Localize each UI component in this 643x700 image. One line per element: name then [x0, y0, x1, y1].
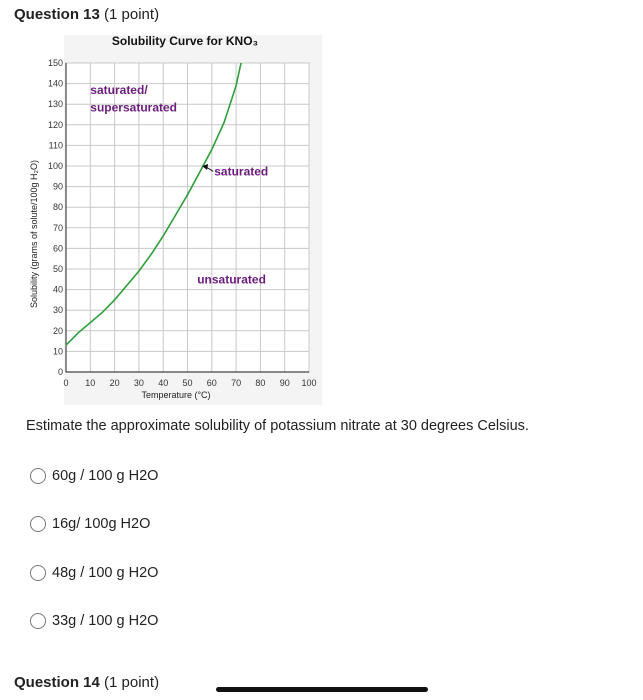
y-tick-label: 100: [48, 161, 63, 171]
chart-annotations: saturated/supersaturated saturated unsatur…: [90, 83, 268, 287]
y-tick-label: 120: [48, 120, 63, 130]
y-tick-label: 140: [48, 79, 63, 89]
x-tick-label: 0: [63, 378, 68, 388]
question-13-points: (1 point): [104, 6, 160, 23]
x-tick-label: 40: [158, 378, 168, 388]
y-tick-label: 50: [53, 264, 63, 274]
x-tick-label: 50: [182, 378, 192, 388]
x-tick-label: 20: [110, 378, 120, 388]
x-tick-label: 80: [255, 378, 265, 388]
x-tick-label: 30: [134, 378, 144, 388]
y-tick-label: 110: [49, 140, 63, 150]
question-prompt: Estimate the approximate solubility of p…: [26, 418, 529, 434]
y-tick-label: 70: [53, 223, 63, 233]
x-axis-label: Temperature (°C): [141, 390, 210, 400]
y-tick-label: 20: [53, 326, 63, 336]
solubility-chart: Solubility Curve for KNO₃ 0 10 20 30 40 50 60 7…: [29, 34, 322, 405]
x-tick-label: 70: [231, 378, 241, 388]
chart-series: [65, 62, 242, 346]
question-14-header: Question 14 (1 point): [14, 674, 159, 691]
question-13-header: Question 13 (1 point): [14, 6, 159, 23]
option-label: 48g / 100 g H2O: [52, 565, 159, 581]
scrollbar[interactable]: [216, 687, 428, 692]
question-13-title: Question 13: [14, 6, 100, 23]
saturated-pointer-arrowhead: [202, 164, 209, 170]
answer-option-2[interactable]: 16g/ 100g H2O: [30, 513, 150, 535]
answer-option-3[interactable]: 48g / 100 g H2O: [30, 562, 158, 584]
x-tick-label: 60: [207, 378, 217, 388]
radio-button[interactable]: [30, 613, 46, 629]
region-label: supersaturated: [90, 100, 177, 114]
answer-option-4[interactable]: 33g / 100 g H2O: [30, 610, 158, 632]
chart-title: Solubility Curve for KNO₃: [112, 34, 258, 48]
y-tick-labels: 0 10 20 30 40 50 60 70 80 90 100 110 120 130 140 150: [48, 58, 63, 377]
radio-button[interactable]: [30, 565, 46, 581]
answer-option-1[interactable]: 60g / 100 g H2O: [30, 465, 158, 487]
x-tick-label: 100: [301, 378, 316, 388]
option-label: 33g / 100 g H2O: [52, 613, 159, 629]
region-label: saturated: [214, 164, 268, 178]
x-tick-label: 10: [85, 378, 95, 388]
y-tick-label: 90: [53, 182, 63, 192]
x-tick-labels: 0 10 20 30 40 50 60 70 80 90 100: [63, 378, 316, 388]
option-label: 60g / 100 g H2O: [52, 468, 159, 484]
solubility-curve: [65, 62, 242, 346]
y-tick-label: 10: [53, 346, 63, 356]
y-tick-label: 150: [48, 58, 63, 68]
radio-button[interactable]: [30, 516, 46, 532]
y-tick-label: 60: [53, 243, 63, 253]
y-tick-label: 40: [53, 285, 63, 295]
y-axis-label: Solubility (grams of solute/100g H₂O): [29, 160, 39, 308]
y-tick-label: 0: [58, 367, 63, 377]
region-label: unsaturated: [197, 272, 266, 286]
question-14-title: Question 14: [14, 674, 100, 691]
x-tick-label: 90: [280, 378, 290, 388]
question-14-points: (1 point): [104, 674, 160, 691]
chart-grid: [65, 62, 310, 373]
y-tick-label: 80: [53, 202, 63, 212]
region-label: saturated/: [90, 83, 148, 97]
radio-button[interactable]: [30, 468, 46, 484]
y-tick-label: 130: [48, 99, 63, 109]
y-tick-label: 30: [53, 305, 63, 315]
option-label: 16g/ 100g H2O: [52, 516, 151, 532]
